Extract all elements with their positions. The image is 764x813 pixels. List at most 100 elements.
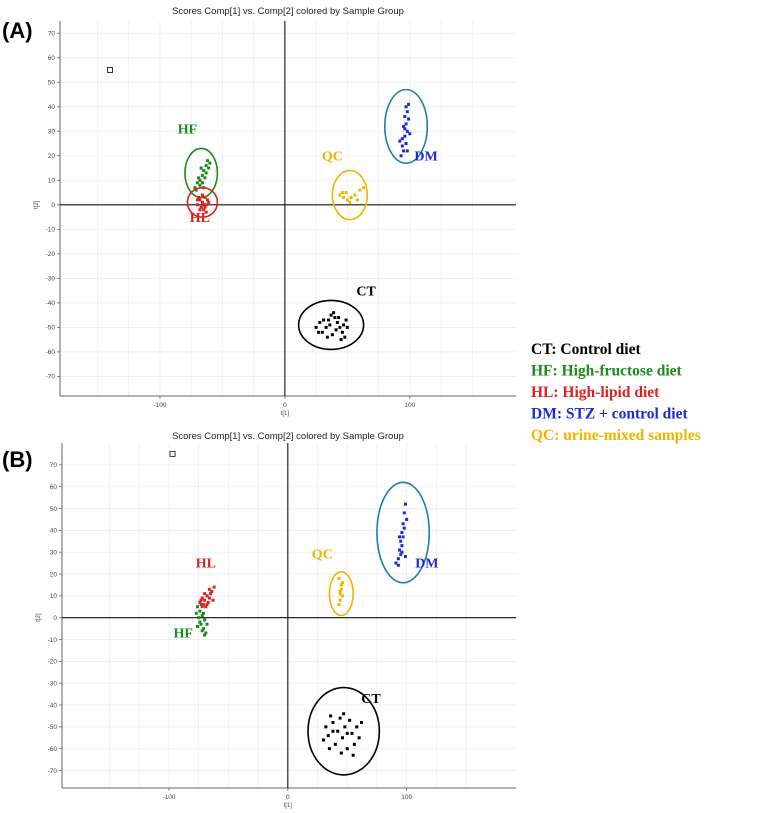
y-tick-label: 10 [48,178,56,185]
data-point-hf [194,611,198,615]
data-point-hl [195,203,199,207]
data-point-ct [321,738,325,742]
data-point-ct [340,736,344,740]
data-point-dm [402,124,406,128]
data-point-ct [334,328,338,332]
data-point-hf [200,173,204,177]
panel-b-chart: (B) Scores Comp[1] vs. Comp[2] colored by… [2,431,516,809]
group-label-hf: HF [173,626,192,641]
data-point-dm [407,102,411,106]
data-point-dm [394,561,398,565]
data-point-hl [209,592,213,596]
y-tick-label: -60 [48,746,58,753]
data-point-ct [350,731,354,735]
data-point-qc [358,188,362,192]
group-label-hf: HF [178,123,197,138]
data-point-hl [204,203,208,207]
data-point-dm [404,122,408,126]
data-point-qc [344,191,348,195]
confidence-ellipse-hl [186,186,219,218]
data-point-qc [338,589,342,593]
data-point-dm [396,563,400,567]
y-tick-label: 0 [51,202,55,209]
y-tick-label: -70 [48,768,58,775]
y-tick-label: -40 [48,702,58,709]
group-legend: CT: Control diet HF: High-fructose diet HL… [531,341,701,444]
y-tick-label: -50 [48,724,58,731]
data-point-ct [328,323,332,327]
data-point-ct [322,318,326,322]
chart-title: Scores Comp[1] vs. Comp[2] colored by Sa… [172,431,404,442]
data-point-dm [403,555,407,559]
data-point-ct [345,731,349,735]
data-point-dm [403,115,407,119]
data-point-dm [404,105,408,109]
data-point-hl [210,589,214,593]
data-point-qc [349,195,353,199]
data-point-dm [398,139,402,143]
y-tick-label: 20 [50,571,58,578]
data-point-hf [199,622,203,626]
data-point-ct [339,751,343,755]
data-point-dm [400,544,404,548]
data-point-ct [345,747,349,751]
group-hl: HL [186,186,219,226]
legend-entry: HL: High-lipid diet [531,384,660,401]
data-point-hl [203,195,207,199]
data-point-dm [399,154,403,158]
data-point-hl [203,592,207,596]
data-point-dm [402,149,406,153]
data-point-dm [403,127,407,131]
data-point-hf [200,614,204,617]
y-tick-label: -50 [46,325,56,332]
data-point-hf [207,166,211,170]
data-point-qc [337,603,341,607]
data-point-hf [195,181,199,185]
data-point-ct [343,725,347,729]
data-point-dm [396,557,400,561]
data-point-hf [197,616,201,620]
data-point-hl [205,198,209,202]
data-point-hf [202,169,206,173]
group-ct: CT [297,285,376,351]
y-axis-label: t[2] [36,613,42,622]
x-tick-label: -100 [153,402,166,409]
data-point-ct [359,720,363,724]
data-point-dm [400,531,404,535]
y-tick-label: 40 [48,104,56,111]
data-point-hf [199,166,203,170]
data-point-hf [200,629,204,633]
legend-entry: DM: STZ + control diet [531,406,688,423]
chart-title: Scores Comp[1] vs. Comp[2] colored by Sa… [172,6,404,17]
y-tick-label: -20 [48,659,58,666]
data-point-dm [408,132,412,136]
data-point-hf [197,176,201,180]
data-point-qc [345,198,349,202]
data-point-ct [344,318,348,322]
x-tick-label: 100 [404,402,415,409]
data-point-dm [400,550,404,554]
data-point-qc [338,592,342,596]
group-hf: HF [173,603,209,641]
data-point-hl [205,594,209,598]
data-point-hf [195,605,199,609]
data-point-dm [401,535,405,539]
data-point-qc [338,598,342,602]
confidence-ellipse-qc [331,169,369,221]
data-point-ct [340,330,344,334]
data-point-dm [403,134,407,138]
data-point-ct [351,753,355,757]
data-point-ct [338,325,342,329]
data-point-qc [362,186,366,190]
data-point-ct [333,316,337,320]
data-point-dm [400,137,404,141]
group-label-hl: HL [190,211,210,226]
data-point-ct [325,335,329,339]
data-point-hf [200,181,204,185]
data-point-qc [339,587,343,591]
outlier-point [107,67,113,73]
data-point-hl [211,598,215,602]
y-tick-label: 70 [50,462,58,469]
data-point-hl [203,598,207,602]
y-tick-label: 10 [50,593,58,600]
